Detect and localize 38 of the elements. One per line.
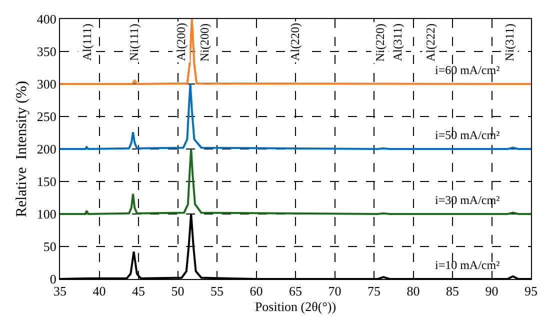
y-axis-title: Relative Intensity (%) xyxy=(14,80,30,218)
annotation: Ni(220) xyxy=(372,24,387,62)
y-tick-label: 100 xyxy=(36,206,56,222)
annotation: Al(200) xyxy=(174,22,188,61)
line-series xyxy=(60,148,531,215)
y-tick-label: 400 xyxy=(36,12,56,27)
x-tick-label: 35 xyxy=(54,284,66,299)
y-tick-label: 250 xyxy=(36,109,56,124)
series-label: i=60 mA/cm² xyxy=(435,63,500,77)
line-series xyxy=(60,83,531,150)
x-tick-label: 70 xyxy=(328,284,342,299)
annotation: Ni(111) xyxy=(127,24,142,61)
x-tick-label: 95 xyxy=(524,284,538,299)
annotation: Al(222) xyxy=(424,24,438,62)
annotation: Ni(311) xyxy=(502,24,516,62)
x-tick-label: 45 xyxy=(132,284,145,299)
y-tick-label: 300 xyxy=(36,76,56,92)
y-tick-label: 50 xyxy=(43,239,56,254)
series-label: i=10 mA/cm² xyxy=(435,258,500,272)
y-tick-label: 0 xyxy=(50,272,56,287)
x-tick-label: 90 xyxy=(485,284,498,299)
x-tick-label: 55 xyxy=(210,284,224,299)
y-tick-label: 200 xyxy=(36,142,56,157)
x-tick-label: 40 xyxy=(92,284,106,299)
x-tick-label: 75 xyxy=(368,284,380,299)
x-tick-label: 65 xyxy=(289,284,302,299)
x-tick-label: 60 xyxy=(250,284,263,299)
annotation: Al(111) xyxy=(80,24,94,61)
x-tick-label: 80 xyxy=(406,284,420,299)
annotation: Ni(200) xyxy=(198,23,212,62)
y-tick-label: 350 xyxy=(36,44,56,60)
annotation: Al(311) xyxy=(390,24,404,62)
annotation: Al(220) xyxy=(288,22,302,61)
line-series xyxy=(60,19,531,85)
x-tick-label: 85 xyxy=(446,284,459,299)
x-tick-label: 50 xyxy=(171,284,184,299)
x-axis-title: Position (2θ(°)) xyxy=(254,299,336,314)
y-tick-label: 150 xyxy=(36,174,56,190)
